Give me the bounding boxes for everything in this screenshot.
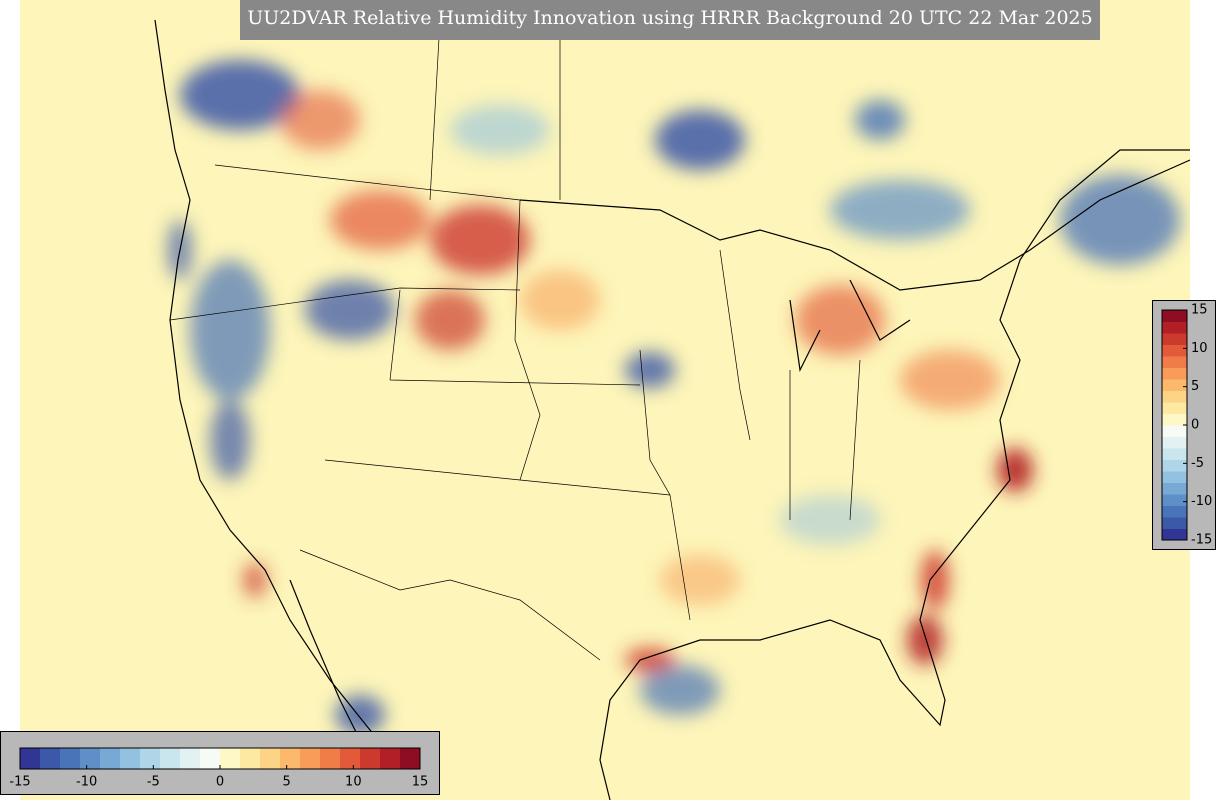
colorbar-tick-label: 10 [1191,341,1208,356]
colorbar-bin [380,748,401,769]
colorbar-bin [1162,413,1187,426]
colorbar-bin [1162,528,1187,541]
map-title: UU2DVAR Relative Humidity Innovation usi… [247,7,1092,29]
colorbar-bin [320,748,341,769]
colorbar-bin [80,748,101,769]
colorbar-tick-label: -5 [147,775,160,790]
colorbar-bin [1162,448,1187,460]
colorbar-bin [20,748,41,769]
colorbar-tick-label: -15 [9,775,30,790]
colorbar-tick-label: 15 [1191,303,1208,318]
colorbar-bin [1162,321,1187,334]
colorbar-bin [1162,390,1187,403]
colorbar-bin [120,748,141,769]
colorbar-tick-label: 5 [1191,379,1199,394]
colorbar-bin [1162,471,1187,483]
colorbar-bin [40,748,61,769]
colorbar-bin [1162,356,1187,368]
colorbar-bin [1162,333,1187,345]
colorbar-bin [240,748,261,769]
colorbar-bin [200,748,221,769]
colorbar-bin [220,748,241,769]
map-background [20,0,1190,800]
colorbar-tick-label: 15 [412,775,429,790]
colorbar-bin [1162,425,1187,437]
innovation-field [168,60,1180,735]
borders [169,19,861,661]
colorbar-bin [260,748,281,769]
colorbar-bin [1162,436,1187,449]
colorbar-bin [360,748,381,769]
colorbar-bin [1162,517,1187,529]
colorbar-bin [1162,482,1187,495]
colorbar-bin [100,748,121,769]
colorbar-tick-label: -5 [1191,456,1204,471]
colorbar-bin [60,748,81,769]
colorbars: -15 -10 -5 0 5 10 15 15 10 5 0 -5 -10 -15 [9,303,1212,790]
colorbar-tick-label: 0 [1191,418,1199,433]
colorbar-bin [1162,402,1187,414]
colorbar-bin [160,748,181,769]
colorbar-bin [1162,505,1187,518]
colorbar-bin [1162,379,1187,391]
colorbar-tick-label: -15 [1191,533,1212,548]
colorbar-bin [300,748,321,769]
colorbar-bin [1162,344,1187,357]
colorbar-bin [1162,459,1187,472]
colorbar-tick-label: 10 [345,775,362,790]
title-box [240,0,1100,40]
map-field [20,0,1190,800]
colorbar-tick-label: -10 [76,775,97,790]
colorbar-tick-label: -10 [1191,494,1212,509]
colorbar-bin [1162,367,1187,380]
colorbar-bin [140,748,161,769]
colorbar-tick-label: 0 [216,775,224,790]
colorbar-tick-label: 5 [283,775,291,790]
colorbar-bin [340,748,361,769]
colorbar-bin [180,748,201,769]
colorbar-bin [1162,494,1187,506]
colorbar-bin [1162,310,1187,322]
colorbar-bin [280,748,301,769]
colorbar-bin [400,748,421,769]
coastlines [154,19,1190,800]
